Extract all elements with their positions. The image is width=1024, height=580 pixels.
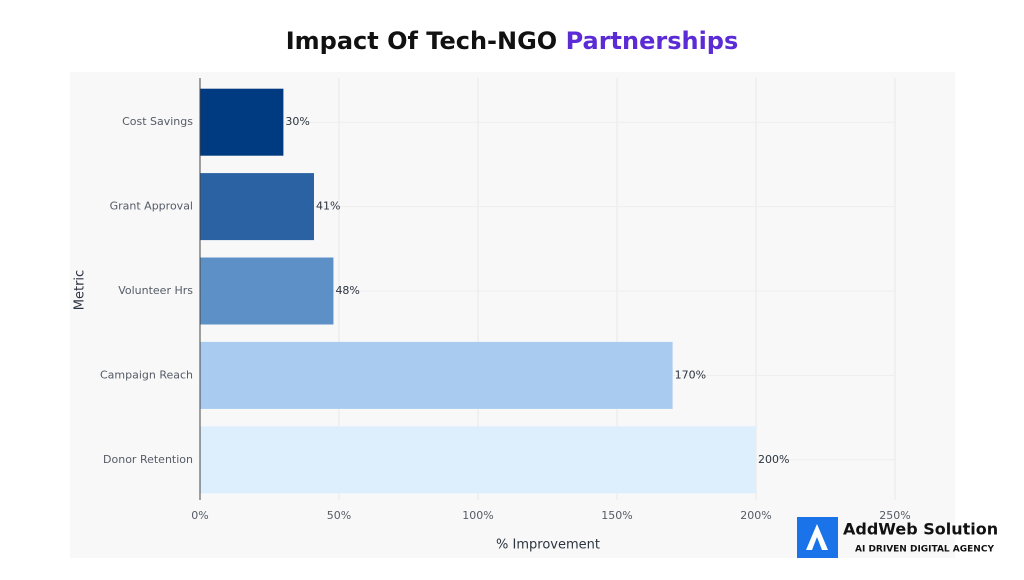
brand-name: AddWeb Solution: [843, 520, 998, 539]
bar: [200, 173, 314, 241]
value-label: 170%: [675, 368, 706, 381]
logo-glyph: [806, 524, 828, 550]
plot: 0% 50% 100% 150% 200% 250% Cost Savings 30% Gran…: [100, 78, 911, 522]
x-tick-label: 0%: [191, 509, 208, 522]
bar: [200, 341, 673, 409]
bar: [200, 88, 284, 156]
value-label: 200%: [758, 453, 789, 466]
y-tick-label: Grant Approval: [110, 200, 193, 213]
x-tick-label: 50%: [327, 509, 351, 522]
y-axis-label: Metric: [73, 270, 88, 310]
title-part: Partnerships: [566, 27, 739, 55]
title-part: Impact Of Tech-NGO: [286, 27, 558, 55]
x-axis-label: % Improvement: [496, 538, 600, 553]
y-tick-label: Cost Savings: [122, 115, 193, 128]
chart-title: Impact Of Tech-NGO Partnerships: [286, 27, 739, 55]
brand-logo: AddWeb Solution AI DRIVEN DIGITAL AGENCY: [797, 517, 998, 558]
value-label: 30%: [285, 115, 309, 128]
x-tick-label: 200%: [740, 509, 771, 522]
value-label: 48%: [335, 284, 359, 297]
y-tick-label: Donor Retention: [103, 453, 193, 466]
y-tick-label: Campaign Reach: [100, 368, 193, 381]
x-tick-label: 150%: [601, 509, 632, 522]
value-label: 41%: [316, 200, 340, 213]
x-tick-label: 250%: [879, 509, 910, 522]
bar: [200, 426, 756, 494]
y-tick-label: Volunteer Hrs: [118, 284, 193, 297]
x-tick-label: 100%: [462, 509, 493, 522]
brand-tagline: AI DRIVEN DIGITAL AGENCY: [855, 545, 994, 555]
bar: [200, 257, 334, 325]
